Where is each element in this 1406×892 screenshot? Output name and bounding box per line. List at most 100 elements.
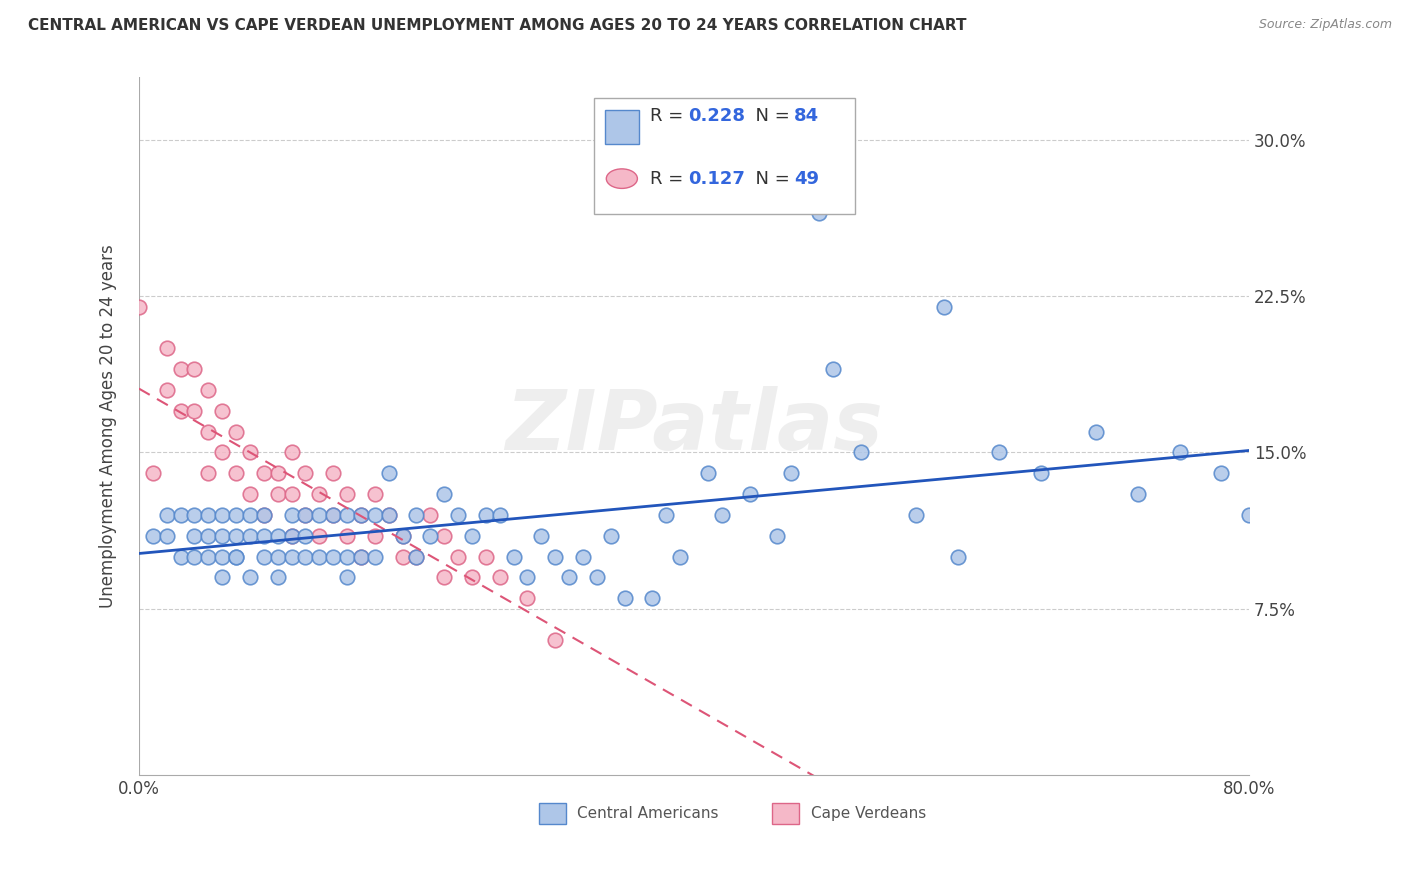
Point — [641, 591, 664, 606]
Point — [280, 549, 302, 564]
Point — [766, 529, 789, 543]
Point — [461, 529, 484, 543]
Point — [266, 570, 288, 584]
Point — [308, 487, 330, 501]
Point — [780, 467, 803, 481]
Point — [1029, 467, 1052, 481]
Point — [655, 508, 678, 522]
Point — [738, 487, 761, 501]
Point — [142, 529, 165, 543]
Point — [156, 383, 179, 397]
Point — [225, 529, 247, 543]
Point — [433, 487, 456, 501]
Point — [225, 467, 247, 481]
Text: 49: 49 — [794, 169, 818, 187]
Point — [530, 529, 553, 543]
Point — [544, 632, 567, 647]
Point — [211, 445, 233, 459]
Point — [405, 549, 427, 564]
Point — [613, 591, 636, 606]
Point — [266, 549, 288, 564]
Point — [183, 404, 205, 418]
Point — [225, 508, 247, 522]
Point — [169, 362, 191, 376]
Point — [266, 529, 288, 543]
Point — [391, 529, 413, 543]
Point — [294, 508, 316, 522]
Point — [364, 529, 387, 543]
Point — [807, 206, 830, 220]
Point — [253, 529, 276, 543]
Point — [169, 549, 191, 564]
Point — [183, 549, 205, 564]
Point — [544, 549, 567, 564]
Point — [322, 508, 344, 522]
Text: N =: N = — [744, 107, 796, 125]
Point — [350, 508, 373, 522]
Point — [710, 508, 733, 522]
Point — [308, 529, 330, 543]
Point — [905, 508, 928, 522]
Point — [599, 529, 621, 543]
Point — [197, 549, 219, 564]
Point — [322, 508, 344, 522]
Point — [516, 591, 538, 606]
Bar — [772, 804, 800, 824]
Bar — [605, 111, 638, 144]
Point — [377, 508, 399, 522]
Point — [364, 508, 387, 522]
Point — [253, 549, 276, 564]
Point — [391, 529, 413, 543]
Point — [156, 529, 179, 543]
Point — [156, 341, 179, 355]
Point — [169, 508, 191, 522]
Point — [447, 549, 470, 564]
Point — [280, 508, 302, 522]
Point — [336, 549, 359, 564]
Point — [197, 467, 219, 481]
Text: Source: ZipAtlas.com: Source: ZipAtlas.com — [1258, 18, 1392, 31]
Point — [239, 445, 262, 459]
Text: ZIPatlas: ZIPatlas — [505, 386, 883, 467]
Point — [988, 445, 1011, 459]
Point — [586, 570, 609, 584]
Point — [336, 508, 359, 522]
Point — [294, 549, 316, 564]
Point — [239, 570, 262, 584]
Point — [183, 508, 205, 522]
Point — [1168, 445, 1191, 459]
Point — [142, 467, 165, 481]
Text: 84: 84 — [794, 107, 820, 125]
Point — [475, 549, 498, 564]
Text: CENTRAL AMERICAN VS CAPE VERDEAN UNEMPLOYMENT AMONG AGES 20 TO 24 YEARS CORRELAT: CENTRAL AMERICAN VS CAPE VERDEAN UNEMPLO… — [28, 18, 966, 33]
Point — [197, 529, 219, 543]
Point — [322, 549, 344, 564]
Point — [336, 570, 359, 584]
Point — [266, 487, 288, 501]
Text: R =: R = — [650, 107, 689, 125]
Point — [447, 508, 470, 522]
Point — [294, 467, 316, 481]
Point — [405, 549, 427, 564]
Point — [350, 549, 373, 564]
Point — [1211, 467, 1233, 481]
Point — [239, 529, 262, 543]
Point — [336, 529, 359, 543]
Point — [308, 508, 330, 522]
Point — [308, 549, 330, 564]
Point — [946, 549, 969, 564]
Point — [558, 570, 581, 584]
Point — [322, 467, 344, 481]
Point — [197, 508, 219, 522]
Point — [502, 549, 524, 564]
Point — [239, 487, 262, 501]
Point — [211, 549, 233, 564]
Point — [280, 529, 302, 543]
Point — [475, 508, 498, 522]
Point — [294, 529, 316, 543]
Point — [377, 508, 399, 522]
Point — [169, 404, 191, 418]
Text: 0.228: 0.228 — [689, 107, 745, 125]
Point — [225, 425, 247, 439]
Point — [197, 425, 219, 439]
